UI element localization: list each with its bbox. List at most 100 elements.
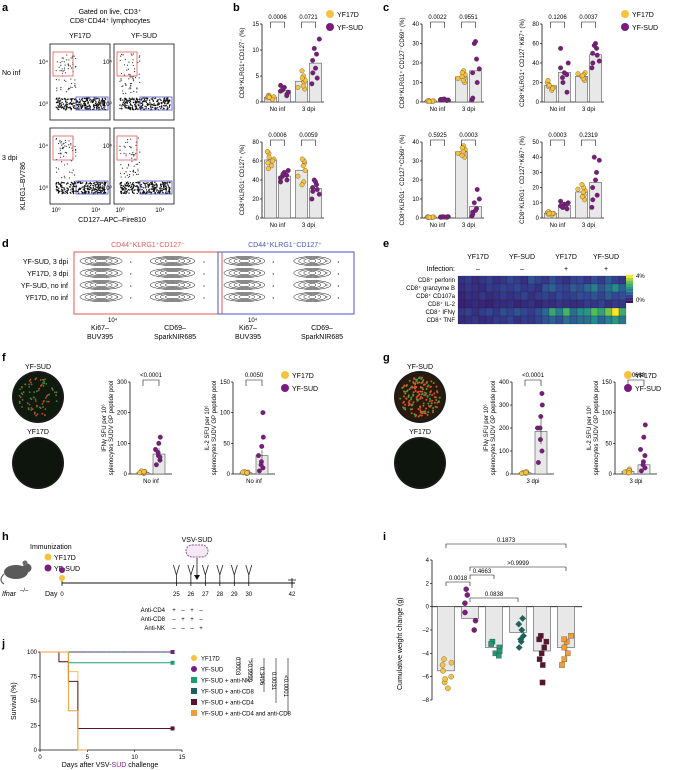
event-dot [73, 55, 75, 57]
elispot-spot [44, 414, 46, 416]
data-point [313, 179, 318, 185]
heatmap-cell [611, 283, 620, 293]
outlier-dot [337, 297, 339, 299]
elispot-spot [420, 414, 423, 417]
event-dot [60, 87, 62, 89]
y-tick-label: 25 [30, 724, 37, 730]
elispot-spot [430, 404, 433, 407]
event-dot [97, 181, 99, 183]
event-dot [77, 181, 80, 183]
event-dot [63, 146, 65, 149]
x-group-label: No inf [550, 107, 566, 113]
event-dot [100, 187, 102, 189]
data-point [299, 182, 305, 188]
event-dot [93, 99, 96, 101]
event-dot [140, 99, 143, 101]
elispot-spot [416, 391, 419, 394]
heatmap-cell [478, 275, 487, 285]
data-point [626, 470, 632, 476]
event-dot [61, 177, 63, 179]
elispot-spot [429, 397, 432, 400]
colorbar-segment [626, 286, 633, 289]
event-dot [87, 97, 89, 99]
p-bracket [430, 21, 445, 28]
event-dot [129, 186, 132, 189]
y-tick-label: 0 [426, 605, 430, 611]
contour-line [79, 292, 123, 302]
elispot-spot [21, 386, 23, 389]
event-dot [98, 182, 101, 184]
x-group-label: 3 dpi [629, 479, 642, 485]
event-dot [169, 99, 171, 102]
heatmap-cell [618, 299, 627, 309]
heatmap-cell [499, 283, 508, 293]
event-dot [89, 107, 91, 110]
contour-line [159, 258, 186, 264]
data-point [564, 72, 570, 78]
event-dot [95, 101, 97, 103]
event-dot [161, 106, 163, 108]
event-dot [151, 106, 154, 109]
heatmap-cell [527, 275, 536, 285]
event-dot [58, 97, 60, 99]
event-dot [127, 139, 129, 141]
data-point [558, 65, 564, 71]
elispot-spot [431, 399, 434, 402]
gate-red [52, 135, 74, 161]
data-point [310, 185, 316, 191]
contour-line [223, 256, 266, 266]
event-dot [164, 186, 166, 188]
legend-marker [191, 677, 197, 683]
elispot-spot [407, 401, 410, 404]
event-dot [131, 76, 133, 78]
data-point [459, 145, 465, 151]
event-dot [90, 186, 92, 189]
panel-i-chart: 420–2–4–6–80.18730.0018>0.99990.46630.08… [422, 538, 582, 704]
event-dot [120, 97, 122, 100]
heatmap-cell [604, 307, 613, 317]
p-value: <0.0001 [140, 373, 163, 379]
elispot-spot [28, 380, 31, 382]
panel-a-letter: a [2, 2, 9, 14]
event-dot [159, 187, 162, 189]
event-dot [167, 191, 169, 193]
heatmap-cell [527, 307, 536, 317]
event-dot [120, 164, 122, 166]
event-dot [127, 185, 130, 188]
panel-c-legend: YF17D YF-SUD [621, 10, 658, 32]
data-point [284, 172, 290, 178]
elispot-spot [417, 415, 420, 418]
elispot-spot [55, 391, 58, 394]
day-label: 25 [173, 592, 180, 598]
elispot-spot [423, 391, 426, 394]
event-dot [147, 104, 150, 106]
y-tick-label: 60 [532, 42, 539, 48]
heatmap-cell [555, 275, 564, 285]
event-dot [143, 191, 146, 193]
day-label: 28 [216, 592, 223, 598]
event-dot [94, 99, 97, 101]
heatmap-cell [541, 275, 550, 285]
event-dot [65, 141, 67, 144]
legend-yf17d-label: YF17D [337, 12, 359, 19]
event-dot [61, 72, 64, 74]
event-dot [61, 161, 63, 163]
outlier-dot [337, 261, 339, 263]
panel-d-gate-1: CD44⁺KLRG1⁺CD127⁻ [111, 242, 185, 249]
contour-line [149, 280, 196, 290]
event-dot [143, 98, 146, 101]
heatmap-cell [576, 315, 585, 325]
event-dot [141, 102, 143, 105]
panel-g-well2-label: YF17D [409, 429, 431, 436]
event-dot [129, 170, 131, 173]
data-point [642, 422, 648, 428]
heatmap-cell [478, 315, 487, 325]
p-value: 0.0031 [270, 672, 276, 691]
y-axis-label: CD8⁺KLRG1⁻ CD127⁺Ki67⁺ (%) [519, 136, 526, 224]
event-dot [126, 69, 128, 71]
elispot-spot [419, 405, 422, 408]
elispot-spot [419, 385, 422, 388]
event-dot [131, 108, 134, 111]
event-dot [129, 101, 131, 104]
